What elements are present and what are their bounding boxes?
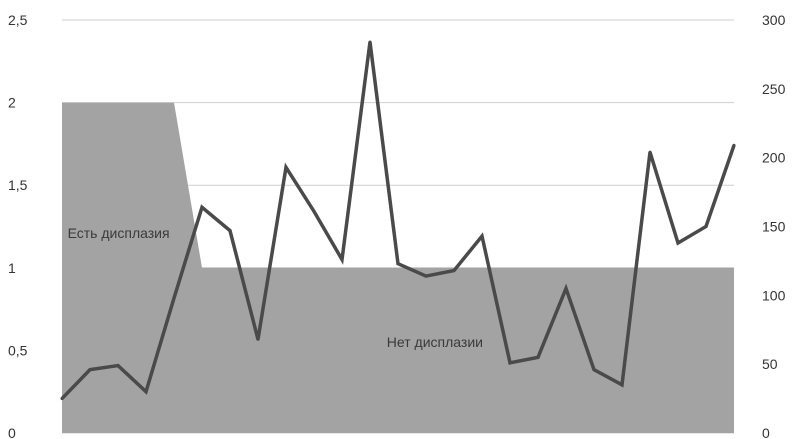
- right-tick-label: 200: [762, 150, 786, 166]
- left-tick-label: 2,5: [8, 12, 28, 28]
- area-series: [62, 102, 734, 433]
- left-tick-label: 1,5: [8, 177, 28, 193]
- line-point: [340, 258, 344, 262]
- left-tick-label: 0,5: [8, 342, 28, 358]
- line-point: [312, 209, 316, 213]
- line-point: [116, 364, 120, 368]
- line-point: [648, 150, 652, 154]
- line-point: [480, 234, 484, 238]
- line-point: [704, 225, 708, 228]
- line-point: [88, 368, 92, 372]
- line-point: [620, 383, 624, 387]
- line-series: [60, 40, 736, 401]
- line-point: [256, 337, 260, 341]
- right-tick-label: 150: [762, 219, 786, 235]
- annotation-label: Есть дисплазия: [68, 225, 170, 241]
- line-point: [424, 274, 428, 278]
- line-point: [284, 165, 288, 169]
- right-tick-label: 0: [762, 425, 770, 439]
- left-tick-label: 0: [8, 425, 16, 439]
- line-point: [564, 286, 568, 290]
- annotation-label: Нет дисплазии: [387, 334, 483, 350]
- dysplasia-area: [62, 102, 734, 433]
- line-point: [368, 40, 372, 44]
- right-axis-ticks: 0 50 100 150 200 250 300: [762, 12, 786, 439]
- line-point: [536, 355, 540, 359]
- annotations: Есть дисплазия Нет дисплазии: [68, 225, 483, 350]
- right-tick-label: 50: [762, 356, 778, 372]
- left-tick-label: 2: [8, 95, 16, 111]
- line-point: [60, 397, 64, 401]
- line-point: [452, 269, 456, 273]
- line-point: [396, 262, 400, 266]
- line-point: [172, 296, 176, 300]
- line-point: [200, 205, 204, 209]
- line-point: [228, 229, 232, 233]
- line-point: [676, 241, 680, 245]
- line-point: [592, 368, 596, 372]
- right-tick-label: 300: [762, 12, 786, 28]
- left-axis-ticks: 0 0,5 1 1,5 2 2,5: [8, 12, 28, 439]
- left-tick-label: 1: [8, 260, 16, 276]
- right-tick-label: 250: [762, 81, 786, 97]
- line-point: [508, 361, 512, 365]
- line-point: [144, 390, 148, 394]
- line-point: [732, 143, 736, 147]
- right-tick-label: 100: [762, 287, 786, 303]
